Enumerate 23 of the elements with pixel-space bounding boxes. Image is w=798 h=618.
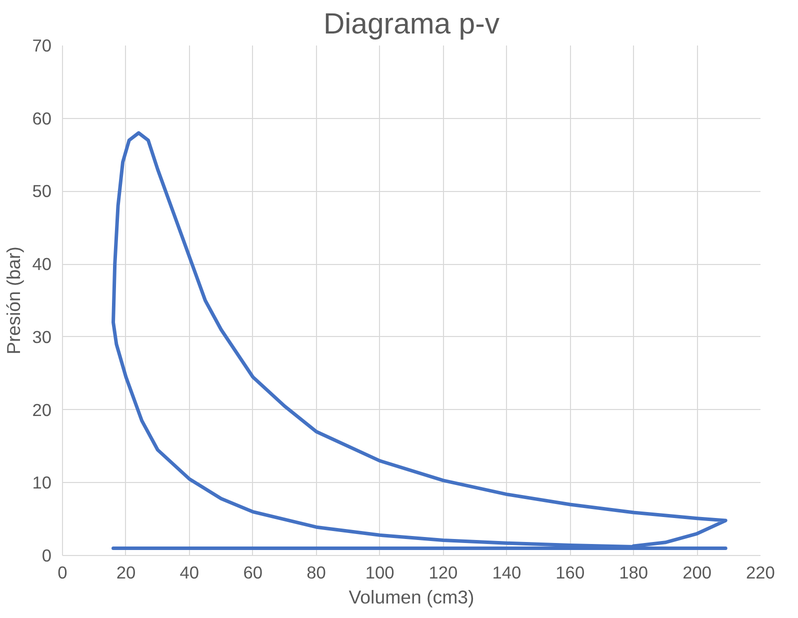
- x-tick-label: 40: [180, 562, 200, 582]
- y-axis-title: Presión (bar): [3, 246, 24, 354]
- y-tick-label: 10: [32, 472, 52, 493]
- x-tick-label: 60: [243, 562, 263, 582]
- x-tick-label: 220: [746, 562, 775, 582]
- chart-title: Diagrama p-v: [323, 8, 500, 40]
- y-tick-label: 60: [32, 108, 52, 128]
- y-tick-label: 70: [32, 36, 52, 56]
- y-tick-label: 40: [32, 254, 52, 274]
- y-tick-label: 50: [32, 181, 52, 202]
- x-tick-label: 0: [58, 562, 68, 582]
- x-tick-label: 20: [116, 562, 136, 582]
- x-tick-label: 160: [556, 562, 585, 582]
- x-tick-label: 200: [682, 562, 712, 582]
- x-axis-title: Volumen (cm3): [348, 586, 474, 608]
- x-tick-label: 80: [306, 562, 326, 582]
- x-tick-label: 120: [428, 562, 458, 582]
- y-tick-label: 20: [32, 400, 52, 420]
- x-tick-label: 180: [619, 562, 648, 582]
- y-tick-label: 30: [32, 326, 52, 347]
- x-tick-label: 140: [492, 562, 522, 582]
- x-tick-label: 100: [365, 562, 394, 582]
- y-tick-label: 0: [42, 546, 52, 566]
